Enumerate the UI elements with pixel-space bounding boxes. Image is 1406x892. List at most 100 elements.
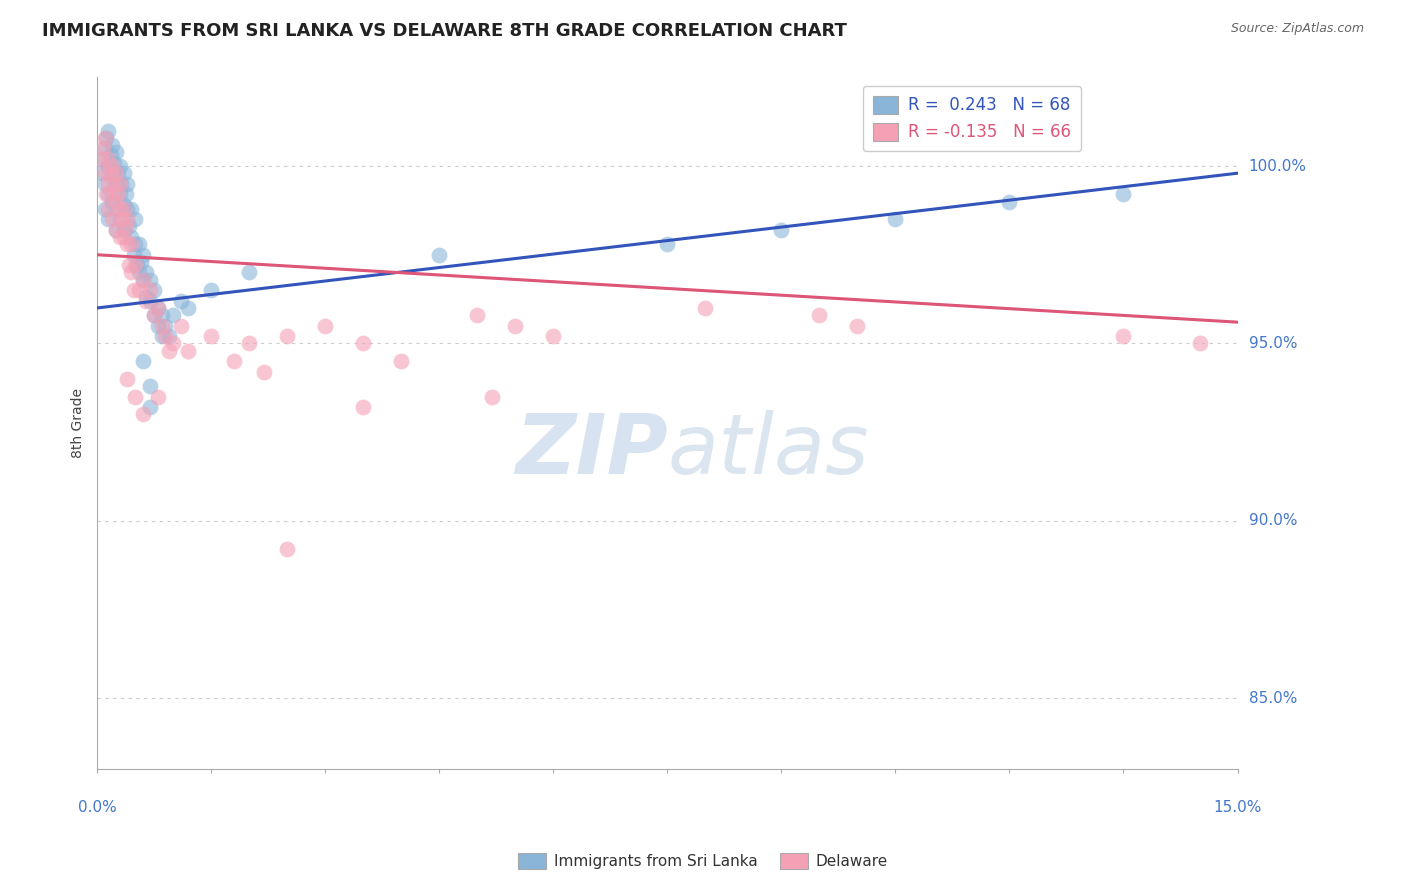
- Text: Source: ZipAtlas.com: Source: ZipAtlas.com: [1230, 22, 1364, 36]
- Point: [481, 390, 503, 404]
- Point: [101, 166, 124, 180]
- Point: [157, 343, 180, 358]
- Point: [135, 290, 157, 304]
- Point: [131, 408, 153, 422]
- Point: [101, 194, 124, 209]
- Text: 95.0%: 95.0%: [1249, 336, 1298, 351]
- Point: [143, 308, 166, 322]
- Y-axis label: 8th Grade: 8th Grade: [72, 388, 86, 458]
- Point: [97, 123, 120, 137]
- Point: [352, 401, 374, 415]
- Point: [155, 318, 177, 333]
- Point: [808, 308, 831, 322]
- Point: [352, 336, 374, 351]
- Point: [846, 318, 869, 333]
- Point: [93, 202, 115, 216]
- Point: [129, 255, 152, 269]
- Text: atlas: atlas: [668, 410, 869, 491]
- Point: [139, 283, 162, 297]
- Point: [101, 137, 124, 152]
- Text: 85.0%: 85.0%: [1249, 690, 1296, 706]
- Point: [100, 166, 122, 180]
- Point: [108, 230, 131, 244]
- Point: [117, 212, 139, 227]
- Point: [103, 177, 125, 191]
- Point: [503, 318, 526, 333]
- Point: [139, 272, 162, 286]
- Point: [177, 301, 200, 315]
- Point: [105, 194, 128, 209]
- Point: [1112, 329, 1135, 343]
- Point: [93, 177, 115, 191]
- Point: [93, 130, 115, 145]
- Point: [155, 329, 177, 343]
- Point: [105, 202, 128, 216]
- Point: [128, 283, 150, 297]
- Point: [97, 202, 120, 216]
- Point: [128, 237, 150, 252]
- Point: [162, 308, 184, 322]
- Point: [110, 212, 132, 227]
- Point: [97, 187, 120, 202]
- Legend: R =  0.243   N = 68, R = -0.135   N = 66: R = 0.243 N = 68, R = -0.135 N = 66: [863, 86, 1081, 152]
- Point: [131, 248, 153, 262]
- Point: [112, 202, 135, 216]
- Point: [108, 187, 131, 202]
- Point: [276, 329, 298, 343]
- Point: [91, 141, 114, 155]
- Point: [150, 329, 173, 343]
- Point: [117, 372, 139, 386]
- Point: [200, 329, 222, 343]
- Point: [465, 308, 488, 322]
- Point: [146, 318, 169, 333]
- Point: [96, 187, 118, 202]
- Text: ZIP: ZIP: [515, 410, 668, 491]
- Point: [135, 265, 157, 279]
- Point: [657, 237, 679, 252]
- Point: [150, 308, 173, 322]
- Point: [200, 283, 222, 297]
- Point: [107, 166, 129, 180]
- Point: [115, 219, 138, 234]
- Point: [122, 248, 145, 262]
- Point: [150, 318, 173, 333]
- Point: [131, 354, 153, 368]
- Point: [93, 166, 115, 180]
- Point: [884, 212, 907, 227]
- Point: [139, 293, 162, 308]
- Point: [90, 166, 112, 180]
- Point: [541, 329, 564, 343]
- Legend: Immigrants from Sri Lanka, Delaware: Immigrants from Sri Lanka, Delaware: [512, 847, 894, 875]
- Text: 15.0%: 15.0%: [1213, 799, 1261, 814]
- Point: [770, 223, 793, 237]
- Point: [139, 379, 162, 393]
- Point: [1188, 336, 1211, 351]
- Point: [122, 283, 145, 297]
- Point: [131, 272, 153, 286]
- Point: [139, 401, 162, 415]
- Point: [105, 145, 128, 159]
- Point: [117, 202, 139, 216]
- Point: [105, 177, 128, 191]
- Point: [103, 155, 125, 169]
- Point: [131, 272, 153, 286]
- Point: [146, 301, 169, 315]
- Point: [124, 259, 146, 273]
- Point: [1112, 187, 1135, 202]
- Point: [108, 177, 131, 191]
- Point: [100, 148, 122, 162]
- Point: [253, 365, 276, 379]
- Point: [105, 223, 128, 237]
- Point: [118, 259, 141, 273]
- Point: [101, 212, 124, 227]
- Point: [143, 283, 166, 297]
- Point: [162, 336, 184, 351]
- Point: [110, 177, 132, 191]
- Point: [105, 223, 128, 237]
- Text: 90.0%: 90.0%: [1249, 513, 1298, 528]
- Point: [120, 237, 142, 252]
- Point: [117, 237, 139, 252]
- Point: [389, 354, 412, 368]
- Point: [108, 159, 131, 173]
- Point: [146, 301, 169, 315]
